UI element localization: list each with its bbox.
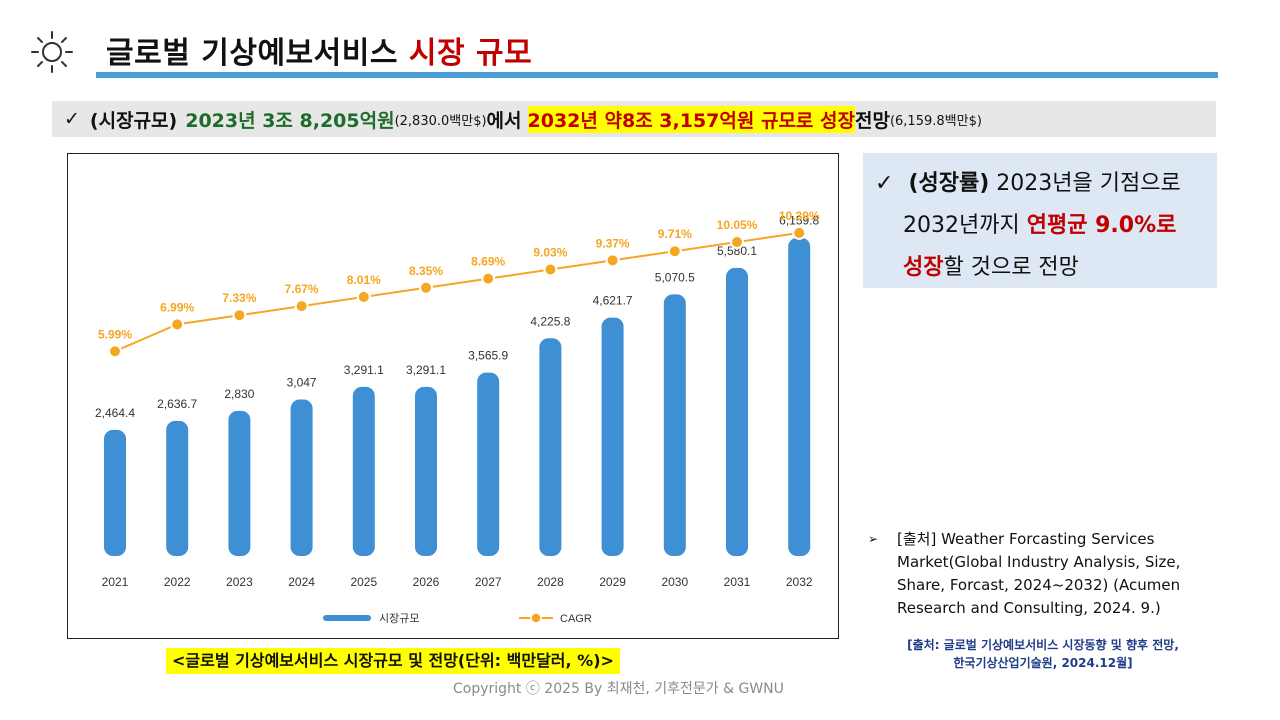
bar-value-label: 2,636.7 (157, 397, 197, 411)
bar (102, 427, 128, 558)
bar-value-label: 3,565.9 (468, 349, 508, 363)
bar-value-label: 6,159.8 (779, 214, 819, 228)
cagr-value-label: 8.35% (409, 264, 443, 278)
source-note: ➢ [출처] Weather Forcasting Services Marke… (868, 528, 1218, 620)
cagr-point (481, 271, 496, 286)
cagr-value-label: 6.99% (160, 300, 194, 314)
summary-outlook: 전망 (854, 109, 890, 132)
x-tick-label: 2027 (475, 575, 502, 589)
x-tick-label: 2030 (661, 575, 688, 589)
cagr-point (792, 225, 807, 240)
bar-value-label: 4,621.7 (593, 294, 633, 308)
summary-usd-2023: (2,830.0백만$) (394, 113, 487, 129)
x-tick-label: 2021 (102, 575, 129, 589)
cagr-value-label: 9.03% (533, 245, 567, 259)
cagr-point (667, 244, 682, 259)
title-accent: 시장 규모 (408, 36, 533, 71)
bar-value-label: 5,580.1 (717, 244, 757, 258)
cagr-value-label: 9.71% (658, 227, 692, 241)
cagr-value-label: 7.33% (222, 291, 256, 305)
cagr-point (108, 344, 122, 359)
bar (537, 336, 564, 558)
x-tick-label: 2025 (350, 575, 377, 589)
x-tick-label: 2024 (288, 575, 315, 589)
bar (475, 370, 502, 558)
x-tick-label: 2026 (413, 575, 440, 589)
legend-bar-swatch (323, 615, 371, 621)
chart-caption: <글로벌 기상예보서비스 시장규모 및 전망(단위: 백만달러, %)> (166, 648, 620, 674)
cagr-point (294, 299, 309, 314)
arrow-bullet-icon: ➢ (868, 532, 879, 546)
bar (164, 418, 191, 558)
reference-line-2: 한국기상산업기술원, 2024.12월] (953, 656, 1133, 670)
cagr-point (605, 253, 620, 268)
bar-value-label: 3,047 (287, 376, 317, 390)
market-size-summary: ✓ (시장규모) 2023년 3조 8,205억원 (2,830.0백만$) 에… (52, 101, 1216, 137)
summary-label: (시장규모) (89, 109, 178, 132)
x-tick-label: 2028 (537, 575, 564, 589)
source-text: [출처] Weather Forcasting Services Market(… (897, 530, 1181, 617)
cagr-value-label: 8.01% (347, 273, 381, 287)
x-tick-label: 2022 (164, 575, 191, 589)
copyright-notice: Copyright ⓒ 2025 By 최재천, 기후전문가 & GWNU (453, 681, 784, 697)
cagr-value-label: 9.37% (596, 236, 630, 250)
market-chart: 2,464.4 2,636.7 2,830 3,047 3,291.1 3,291.1 3,… (67, 153, 839, 639)
cagr-value-label: 10.39% (779, 209, 820, 223)
summary-usd-2032: (6,159.8백만$) (889, 113, 982, 129)
bar-value-label: 3,291.1 (344, 363, 384, 377)
growth-line2-start: 2032년까지 (903, 213, 1020, 238)
legend-label-market: 시장규모 (379, 612, 419, 625)
growth-line2-red: 연평균 9.0%로 (1026, 213, 1177, 238)
x-tick-label: 2029 (599, 575, 626, 589)
bar (599, 315, 626, 558)
cagr-value-label: 10.05% (717, 218, 758, 232)
bar-value-label: 2,830 (224, 387, 254, 401)
growth-line3-red: 성장 (903, 255, 944, 280)
page-title: 글로벌 기상예보서비스 시장 규모 (106, 28, 532, 72)
growth-rate-box: ✓ (성장률) 2023년을 기점으로 2032년까지 연평균 9.0%로 성장… (863, 153, 1217, 288)
x-tick-label: 2031 (724, 575, 751, 589)
cagr-point (730, 235, 744, 250)
bar (413, 384, 439, 558)
bar-value-label: 4,225.8 (530, 314, 570, 328)
cagr-point (232, 308, 247, 323)
cagr-point (170, 317, 185, 332)
title-underline (96, 72, 1218, 78)
bar (786, 235, 813, 558)
chart-canvas: 2,464.4 2,636.7 2,830 3,047 3,291.1 3,291.1 3,… (95, 209, 820, 625)
cagr-point (356, 289, 371, 304)
cagr-value-label: 5.99% (98, 327, 132, 341)
reference-line-1: [출처: 글로벌 기상예보서비스 시장동향 및 향후 전망, (907, 638, 1179, 652)
x-tick-label: 2023 (226, 575, 253, 589)
check-icon: ✓ (64, 108, 80, 130)
summary-forecast-2032: 2032년 약8조 3,157억원 규모로 성장 (527, 105, 855, 133)
x-tick-label: 2032 (786, 575, 813, 589)
legend-line-marker (530, 612, 542, 624)
cagr-value-label: 8.69% (471, 255, 505, 269)
sun-icon (31, 31, 73, 73)
check-icon: ✓ (875, 171, 894, 196)
title-main: 글로벌 기상예보서비스 (106, 36, 398, 71)
bar (226, 408, 253, 558)
growth-line3-rest: 할 것으로 전망 (943, 255, 1079, 280)
summary-value-2023: 2023년 3조 8,205억원 (185, 109, 395, 132)
bar (661, 292, 688, 558)
cagr-point (543, 262, 558, 277)
bar-value-label: 5,070.5 (655, 270, 695, 284)
bar-value-label: 2,464.4 (95, 406, 135, 420)
bar (724, 265, 750, 558)
cagr-point (419, 280, 433, 295)
cagr-value-label: 7.67% (285, 282, 319, 296)
summary-connector: 에서 (486, 109, 522, 132)
growth-line1: 2023년을 기점으로 (996, 171, 1181, 196)
growth-label: (성장률) (908, 171, 990, 196)
reference-citation: [출처: 글로벌 기상예보서비스 시장동향 및 향후 전망, 한국기상산업기술원… (866, 636, 1220, 672)
cagr-line (114, 231, 800, 353)
bar (350, 384, 377, 558)
legend-label-cagr: CAGR (560, 613, 592, 625)
bar-value-label: 3,291.1 (406, 363, 446, 377)
bar (288, 397, 315, 558)
